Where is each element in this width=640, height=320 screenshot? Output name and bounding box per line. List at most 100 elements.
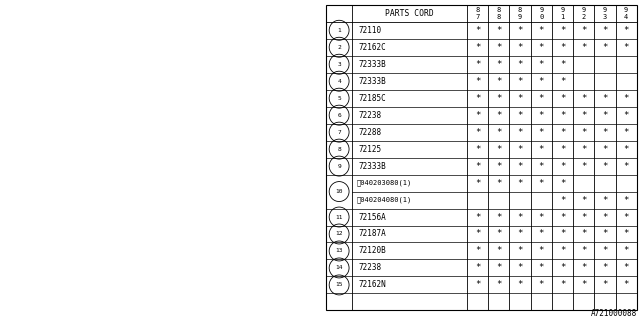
Text: *: * [581, 26, 586, 35]
Text: 72162N: 72162N [358, 280, 387, 289]
Text: *: * [560, 77, 565, 86]
Text: *: * [517, 145, 523, 154]
Text: 9: 9 [603, 6, 607, 12]
Text: *: * [560, 162, 565, 171]
Text: *: * [602, 111, 607, 120]
Text: *: * [560, 229, 565, 238]
Text: 72238: 72238 [358, 111, 381, 120]
Text: *: * [517, 179, 523, 188]
Text: *: * [602, 212, 607, 221]
Text: 1: 1 [337, 28, 341, 33]
Text: *: * [496, 111, 502, 120]
Text: *: * [623, 280, 629, 289]
Text: *: * [517, 229, 523, 238]
Text: *: * [602, 94, 607, 103]
Text: *: * [496, 60, 502, 69]
Text: *: * [475, 212, 480, 221]
Text: 2: 2 [337, 45, 341, 50]
Text: 8: 8 [497, 6, 501, 12]
Text: *: * [539, 162, 544, 171]
Text: *: * [517, 111, 523, 120]
Text: *: * [539, 77, 544, 86]
Text: 5: 5 [337, 96, 341, 101]
Text: 72238: 72238 [358, 263, 381, 272]
Text: *: * [602, 263, 607, 272]
Text: *: * [539, 43, 544, 52]
Text: *: * [602, 145, 607, 154]
Text: *: * [623, 212, 629, 221]
Text: *: * [560, 128, 565, 137]
Text: *: * [496, 280, 502, 289]
Text: A721000088: A721000088 [591, 309, 637, 318]
Text: *: * [517, 246, 523, 255]
Text: *: * [517, 263, 523, 272]
Text: *: * [623, 94, 629, 103]
Text: *: * [602, 162, 607, 171]
Text: *: * [581, 128, 586, 137]
Text: *: * [496, 128, 502, 137]
Text: 9: 9 [624, 6, 628, 12]
Text: *: * [475, 229, 480, 238]
Text: *: * [475, 263, 480, 272]
Text: *: * [475, 43, 480, 52]
Text: *: * [496, 77, 502, 86]
Text: *: * [517, 60, 523, 69]
Text: *: * [496, 212, 502, 221]
Text: 7: 7 [476, 14, 479, 20]
Text: *: * [623, 43, 629, 52]
Text: *: * [475, 179, 480, 188]
Text: 13: 13 [335, 248, 343, 253]
Text: *: * [539, 94, 544, 103]
Text: 0: 0 [539, 14, 543, 20]
Text: 72120B: 72120B [358, 246, 387, 255]
Text: Ⓢ040203080(1): Ⓢ040203080(1) [357, 180, 412, 186]
Text: 72187A: 72187A [358, 229, 387, 238]
Text: 15: 15 [335, 283, 343, 287]
Text: *: * [496, 162, 502, 171]
Text: 12: 12 [335, 231, 343, 236]
Text: *: * [560, 212, 565, 221]
Text: *: * [602, 26, 607, 35]
Text: 4: 4 [337, 79, 341, 84]
Text: *: * [517, 128, 523, 137]
Text: 8: 8 [476, 6, 479, 12]
Text: 72185C: 72185C [358, 94, 387, 103]
Text: *: * [581, 229, 586, 238]
Text: 11: 11 [335, 214, 343, 220]
Text: *: * [517, 212, 523, 221]
Text: *: * [539, 60, 544, 69]
Text: 3: 3 [337, 62, 341, 67]
Text: *: * [602, 196, 607, 204]
Text: *: * [581, 280, 586, 289]
Text: 3: 3 [603, 14, 607, 20]
Text: 8: 8 [337, 147, 341, 152]
Text: *: * [581, 111, 586, 120]
Text: *: * [581, 196, 586, 204]
Text: *: * [623, 111, 629, 120]
Text: *: * [560, 145, 565, 154]
Text: *: * [602, 229, 607, 238]
Text: *: * [539, 145, 544, 154]
Text: *: * [517, 26, 523, 35]
Text: 72156A: 72156A [358, 212, 387, 221]
Text: 72333B: 72333B [358, 162, 387, 171]
Text: *: * [475, 60, 480, 69]
Text: 72162C: 72162C [358, 43, 387, 52]
Text: 72333B: 72333B [358, 77, 387, 86]
Text: *: * [602, 246, 607, 255]
Text: *: * [560, 263, 565, 272]
Text: Ⓢ040204080(1): Ⓢ040204080(1) [357, 197, 412, 203]
Text: 72110: 72110 [358, 26, 381, 35]
Text: *: * [602, 280, 607, 289]
Text: 2: 2 [582, 14, 586, 20]
Text: 9: 9 [337, 164, 341, 169]
Text: *: * [560, 246, 565, 255]
Text: *: * [496, 263, 502, 272]
Text: 72288: 72288 [358, 128, 381, 137]
Text: *: * [560, 43, 565, 52]
Text: *: * [623, 162, 629, 171]
Text: *: * [602, 43, 607, 52]
Text: 6: 6 [337, 113, 341, 118]
Text: *: * [581, 43, 586, 52]
Text: 1: 1 [561, 14, 564, 20]
